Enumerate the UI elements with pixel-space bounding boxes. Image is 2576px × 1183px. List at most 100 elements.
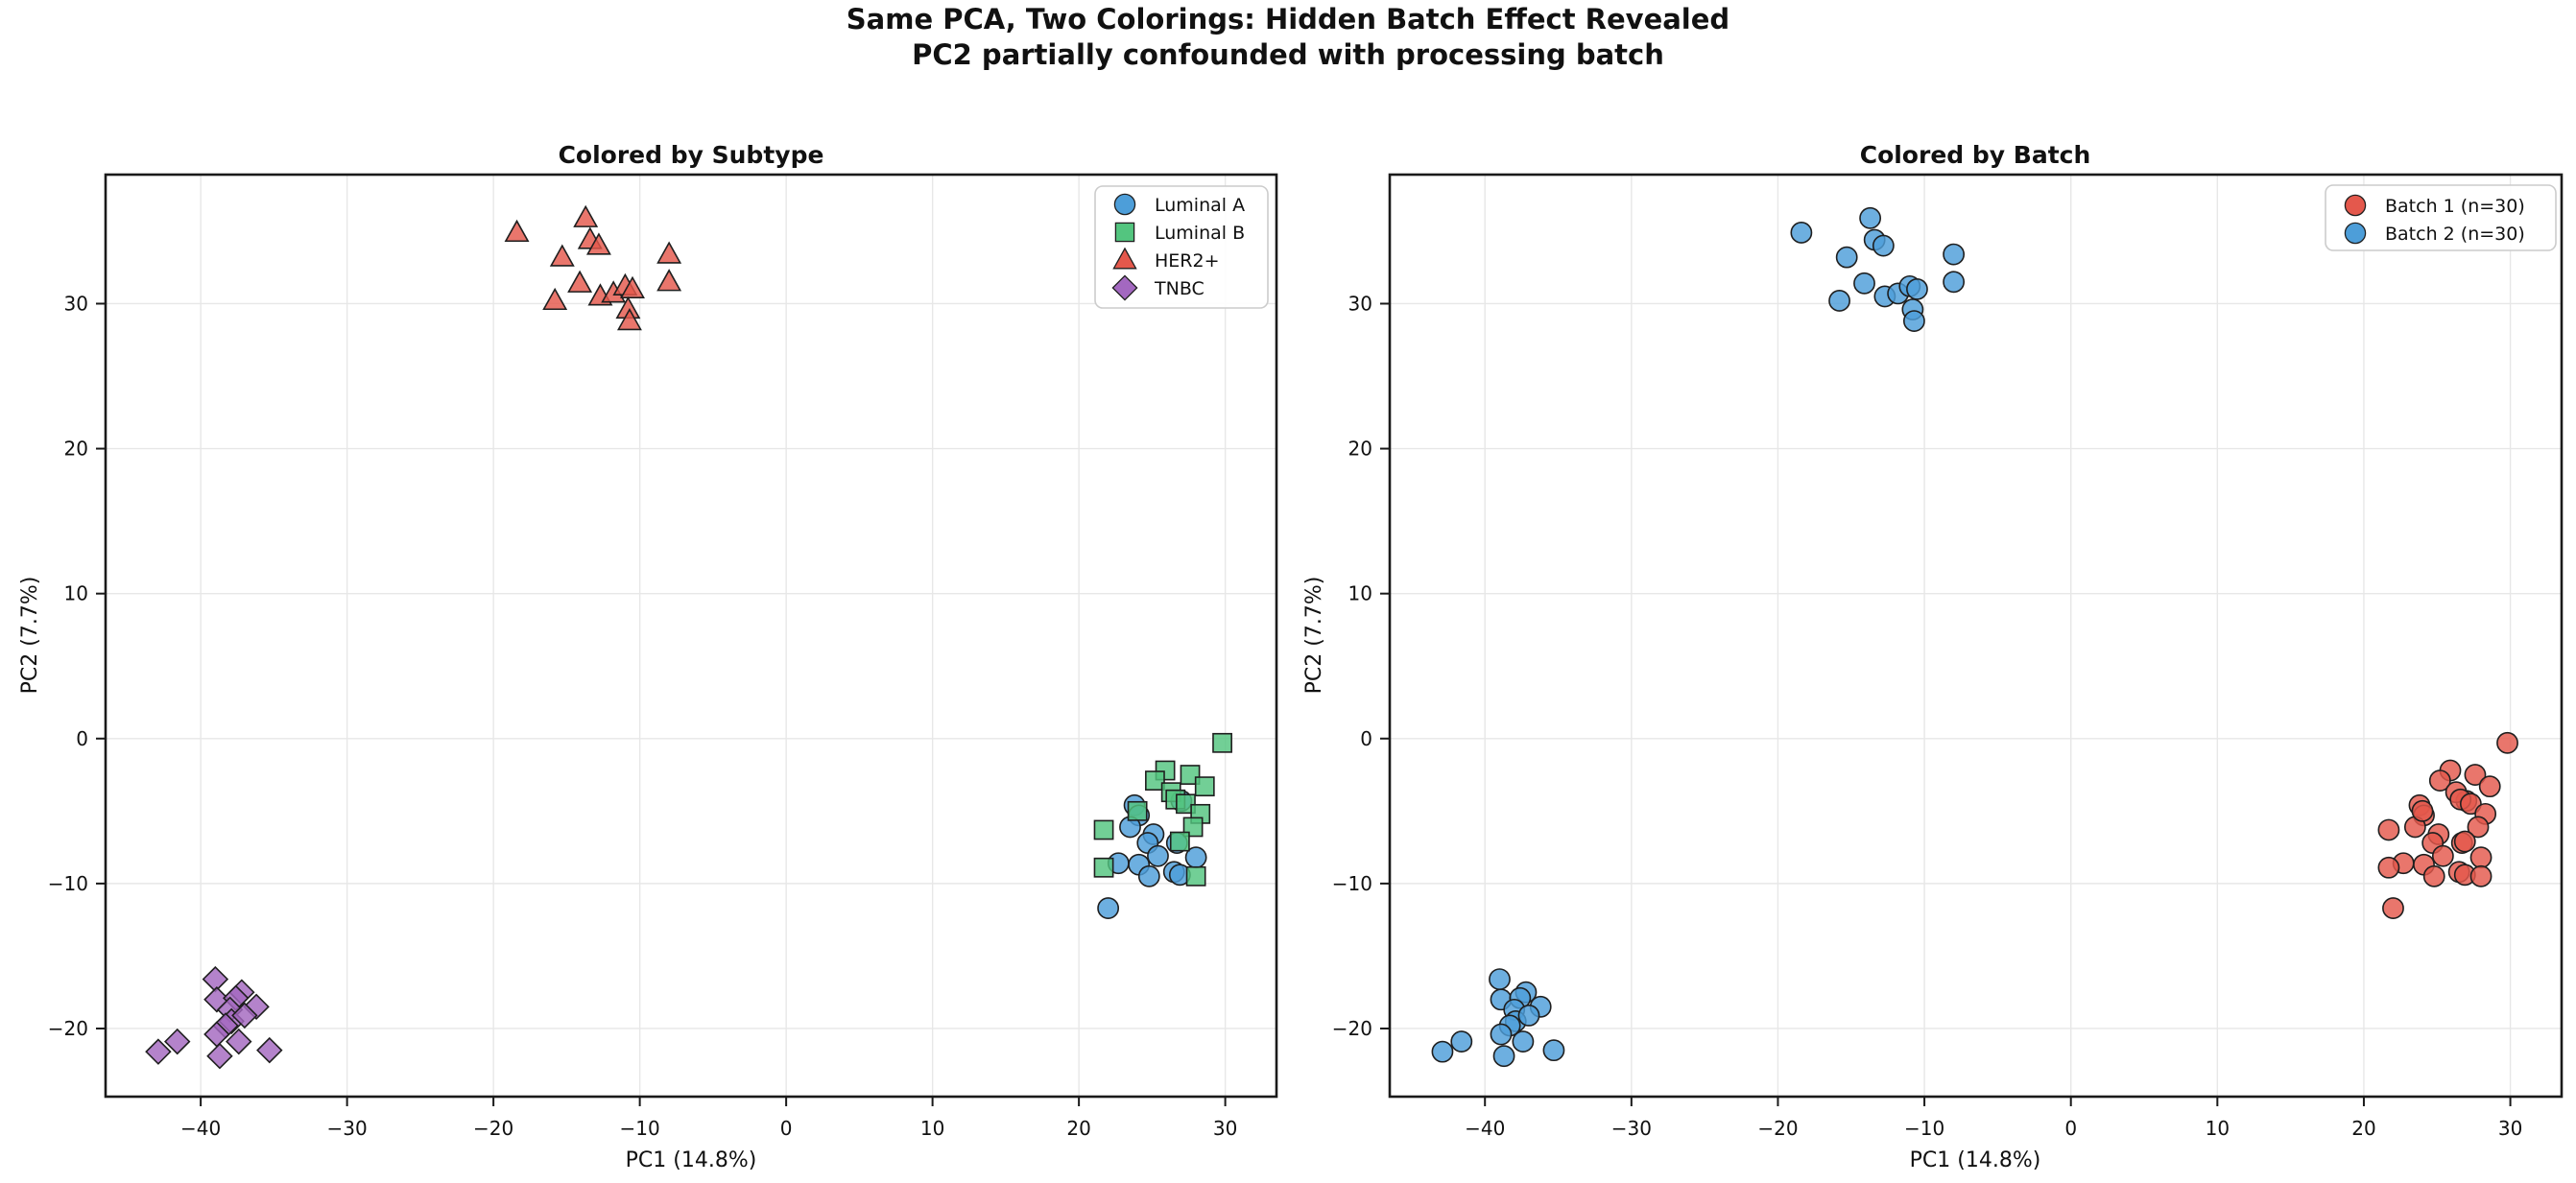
figure-title-line1: Same PCA, Two Colorings: Hidden Batch Ef… [847,3,1729,35]
data-point-triangle [1112,247,1137,270]
legend-label: Batch 2 (n=30) [2385,224,2525,245]
y-tick-label: 30 [64,292,88,315]
data-point-circle [2382,897,2404,919]
data-point-diamond [163,1028,191,1055]
data-point-circle [2431,844,2454,867]
data-point-circle [2377,856,2400,879]
data-point-triangle [542,287,568,311]
data-point-circle [1859,206,1882,229]
data-point-square [1169,831,1190,852]
legend-box [1094,185,1269,309]
legend-label: Luminal A [1155,195,1245,216]
x-axis-label-right: PC1 (14.8%) [1910,1148,2041,1172]
data-point-diamond [1111,274,1138,301]
y-tick-label: 0 [1360,727,1372,750]
data-point-circle [1137,864,1160,887]
y-tick-label: 0 [76,727,88,750]
y-tick-label: −20 [48,1017,88,1040]
data-point-circle [2344,222,2367,245]
data-point-circle [2377,818,2400,841]
panel-colored-by-batch: −40 −30 −20 −10 0 10 20 30 −20 −10 0 10 20 30 Batch 1 … [1332,173,2564,1140]
y-axis-label-right: PC2 (7.7%) [1302,577,1326,695]
x-tick-label: 20 [2351,1117,2375,1140]
x-tick-label: −30 [327,1117,368,1140]
data-point-circle [1835,246,1858,269]
legend-label: Luminal B [1155,223,1245,244]
x-tick-label: −20 [473,1117,513,1140]
data-point-square [1180,765,1201,785]
figure-title-line2: PC2 partially confounded with processing… [912,38,1664,71]
plot-background [1390,175,2562,1097]
data-point-circle [1906,277,1928,300]
data-point-circle [2469,864,2493,887]
data-point-triangle [567,270,593,293]
data-point-circle [2411,799,2434,822]
data-point-circle [1943,243,1966,266]
data-point-triangle [585,232,611,255]
panel-colored-by-subtype: −40 −30 −20 −10 0 10 20 30 −20 −10 0 10 20 30 Luminal … [48,173,1278,1140]
data-point-square [1127,800,1148,821]
x-tick-label: −30 [1611,1117,1652,1140]
data-point-circle [2496,731,2518,754]
y-tick-label: −10 [48,872,88,895]
data-point-square [1194,776,1215,797]
data-point-circle [1113,193,1136,216]
data-point-circle [2478,775,2501,798]
x-tick-label: −10 [1904,1117,1944,1140]
x-tick-label: −40 [1465,1117,1505,1140]
data-point-circle [1902,310,1925,333]
x-tick-label: 30 [2498,1117,2522,1140]
data-point-circle [1542,1039,1565,1062]
data-point-square [1093,857,1114,878]
legend-label: Batch 1 (n=30) [2385,196,2525,217]
data-point-square [1114,222,1135,243]
y-tick-label: −20 [1332,1017,1372,1040]
data-point-square [1212,732,1232,753]
x-tick-label: 10 [2206,1117,2230,1140]
y-tick-label: 30 [1348,292,1372,315]
y-axis-label-left: PC2 (7.7%) [18,577,42,695]
y-tick-label: 20 [1348,438,1372,461]
data-point-circle [1943,271,1966,294]
x-tick-label: 20 [1066,1117,1090,1140]
data-point-square [1176,793,1196,815]
data-point-circle [1450,1030,1473,1053]
x-tick-label: −40 [180,1117,221,1140]
data-point-triangle [620,275,645,298]
data-point-circle [1512,1030,1535,1053]
x-tick-label: −20 [1757,1117,1798,1140]
y-tick-label: 10 [64,582,88,605]
data-point-triangle [573,204,599,227]
data-point-circle [1828,290,1850,312]
data-point-square [1185,865,1206,887]
data-point-circle [1490,1023,1513,1046]
data-point-diamond [226,1028,252,1055]
data-point-circle [2464,764,2487,786]
data-point-triangle [549,244,575,267]
data-point-circle [1489,968,1511,991]
plot-background [106,175,1276,1097]
data-point-circle [1492,1045,1515,1068]
subtype-panel-title: Colored by Subtype [559,141,824,169]
data-point-triangle [656,241,682,264]
data-point-circle [1097,897,1120,919]
data-point-diamond [145,1038,172,1065]
axes-spines [104,173,1278,1099]
data-point-circle [2344,194,2367,217]
data-point-circle [2469,846,2493,869]
x-tick-label: 10 [920,1117,944,1140]
data-point-square [1145,770,1165,792]
data-point-square [1093,819,1114,840]
x-tick-label: 0 [2064,1117,2077,1140]
x-axis-label-left: PC1 (14.8%) [626,1148,757,1172]
data-point-circle [1790,222,1813,244]
data-point-circle [1853,272,1875,295]
legend-label: TNBC [1154,278,1205,299]
data-point-triangle [656,269,682,292]
data-point-circle [1147,844,1169,867]
legend-box [2325,184,2557,251]
data-point-diamond [243,993,270,1021]
y-tick-label: 20 [64,438,88,461]
data-point-diamond [256,1036,283,1064]
